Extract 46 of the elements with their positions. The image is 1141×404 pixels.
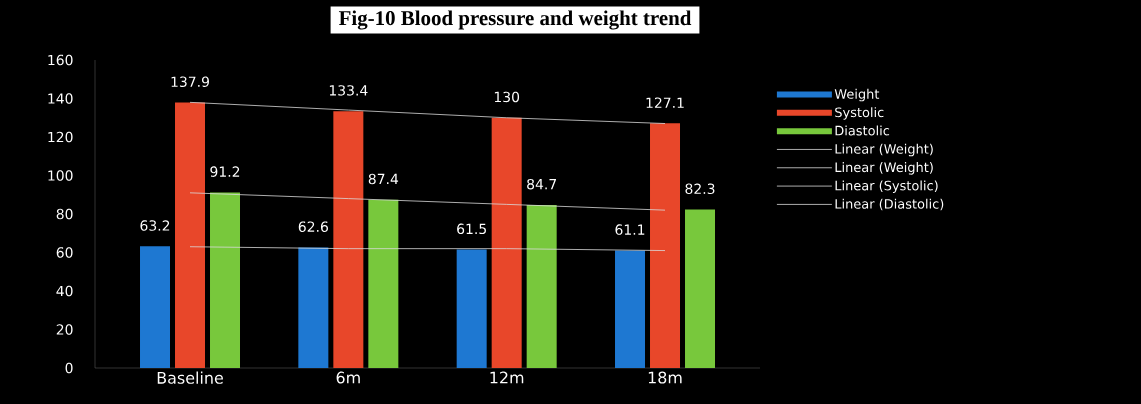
x-tick-label: 12m	[490, 371, 524, 384]
y-tick-label: 140	[48, 93, 73, 104]
y-tick-label: 0	[65, 362, 73, 374]
data-label: 133.4	[329, 85, 368, 96]
bar	[685, 209, 716, 368]
data-label: 61.1	[615, 224, 645, 235]
data-label: 63.2	[140, 220, 170, 231]
data-label: 87.4	[368, 173, 399, 185]
y-tick-label: 80	[56, 208, 73, 220]
bar	[333, 111, 364, 368]
bar	[298, 247, 329, 368]
y-tick-label: 160	[48, 54, 73, 66]
legend-label: Linear (Systolic)	[835, 180, 938, 193]
y-tick-label: 20	[56, 324, 73, 335]
bar	[526, 204, 557, 368]
chart-title: Fig-10 Blood pressure and weight trend	[338, 10, 692, 30]
bar	[210, 192, 241, 368]
bar	[175, 102, 206, 368]
y-tick-label: 100	[48, 170, 73, 181]
x-tick-label: Baseline	[157, 371, 223, 384]
line-series	[189, 192, 666, 211]
legend-label: Systolic	[835, 107, 884, 120]
x-tick-label: 18m	[648, 371, 682, 384]
bar	[650, 123, 681, 368]
bar	[456, 249, 487, 368]
legend-label: Diastolic	[835, 125, 890, 136]
x-tick-label: 6m	[336, 371, 360, 384]
data-label: 61.5	[457, 223, 486, 235]
legend-label: Linear (Weight)	[835, 143, 933, 157]
data-label: 130	[494, 91, 520, 103]
y-tick-label: 120	[48, 131, 73, 143]
data-label: 62.6	[298, 221, 328, 232]
data-label: 91.2	[210, 166, 240, 177]
bar	[491, 117, 522, 368]
data-label: 127.1	[646, 97, 684, 108]
data-label: 84.7	[527, 178, 557, 190]
legend-label: Linear (Weight)	[835, 162, 933, 175]
bar	[615, 250, 646, 368]
data-label: 137.9	[171, 76, 209, 88]
bar	[368, 199, 399, 368]
bar	[140, 246, 171, 368]
data-label: 82.3	[685, 183, 715, 195]
legend-label: Linear (Diastolic)	[835, 198, 944, 211]
y-tick-label: 40	[56, 285, 73, 297]
y-tick-label: 60	[56, 247, 73, 258]
legend-label: Weight	[834, 88, 880, 102]
